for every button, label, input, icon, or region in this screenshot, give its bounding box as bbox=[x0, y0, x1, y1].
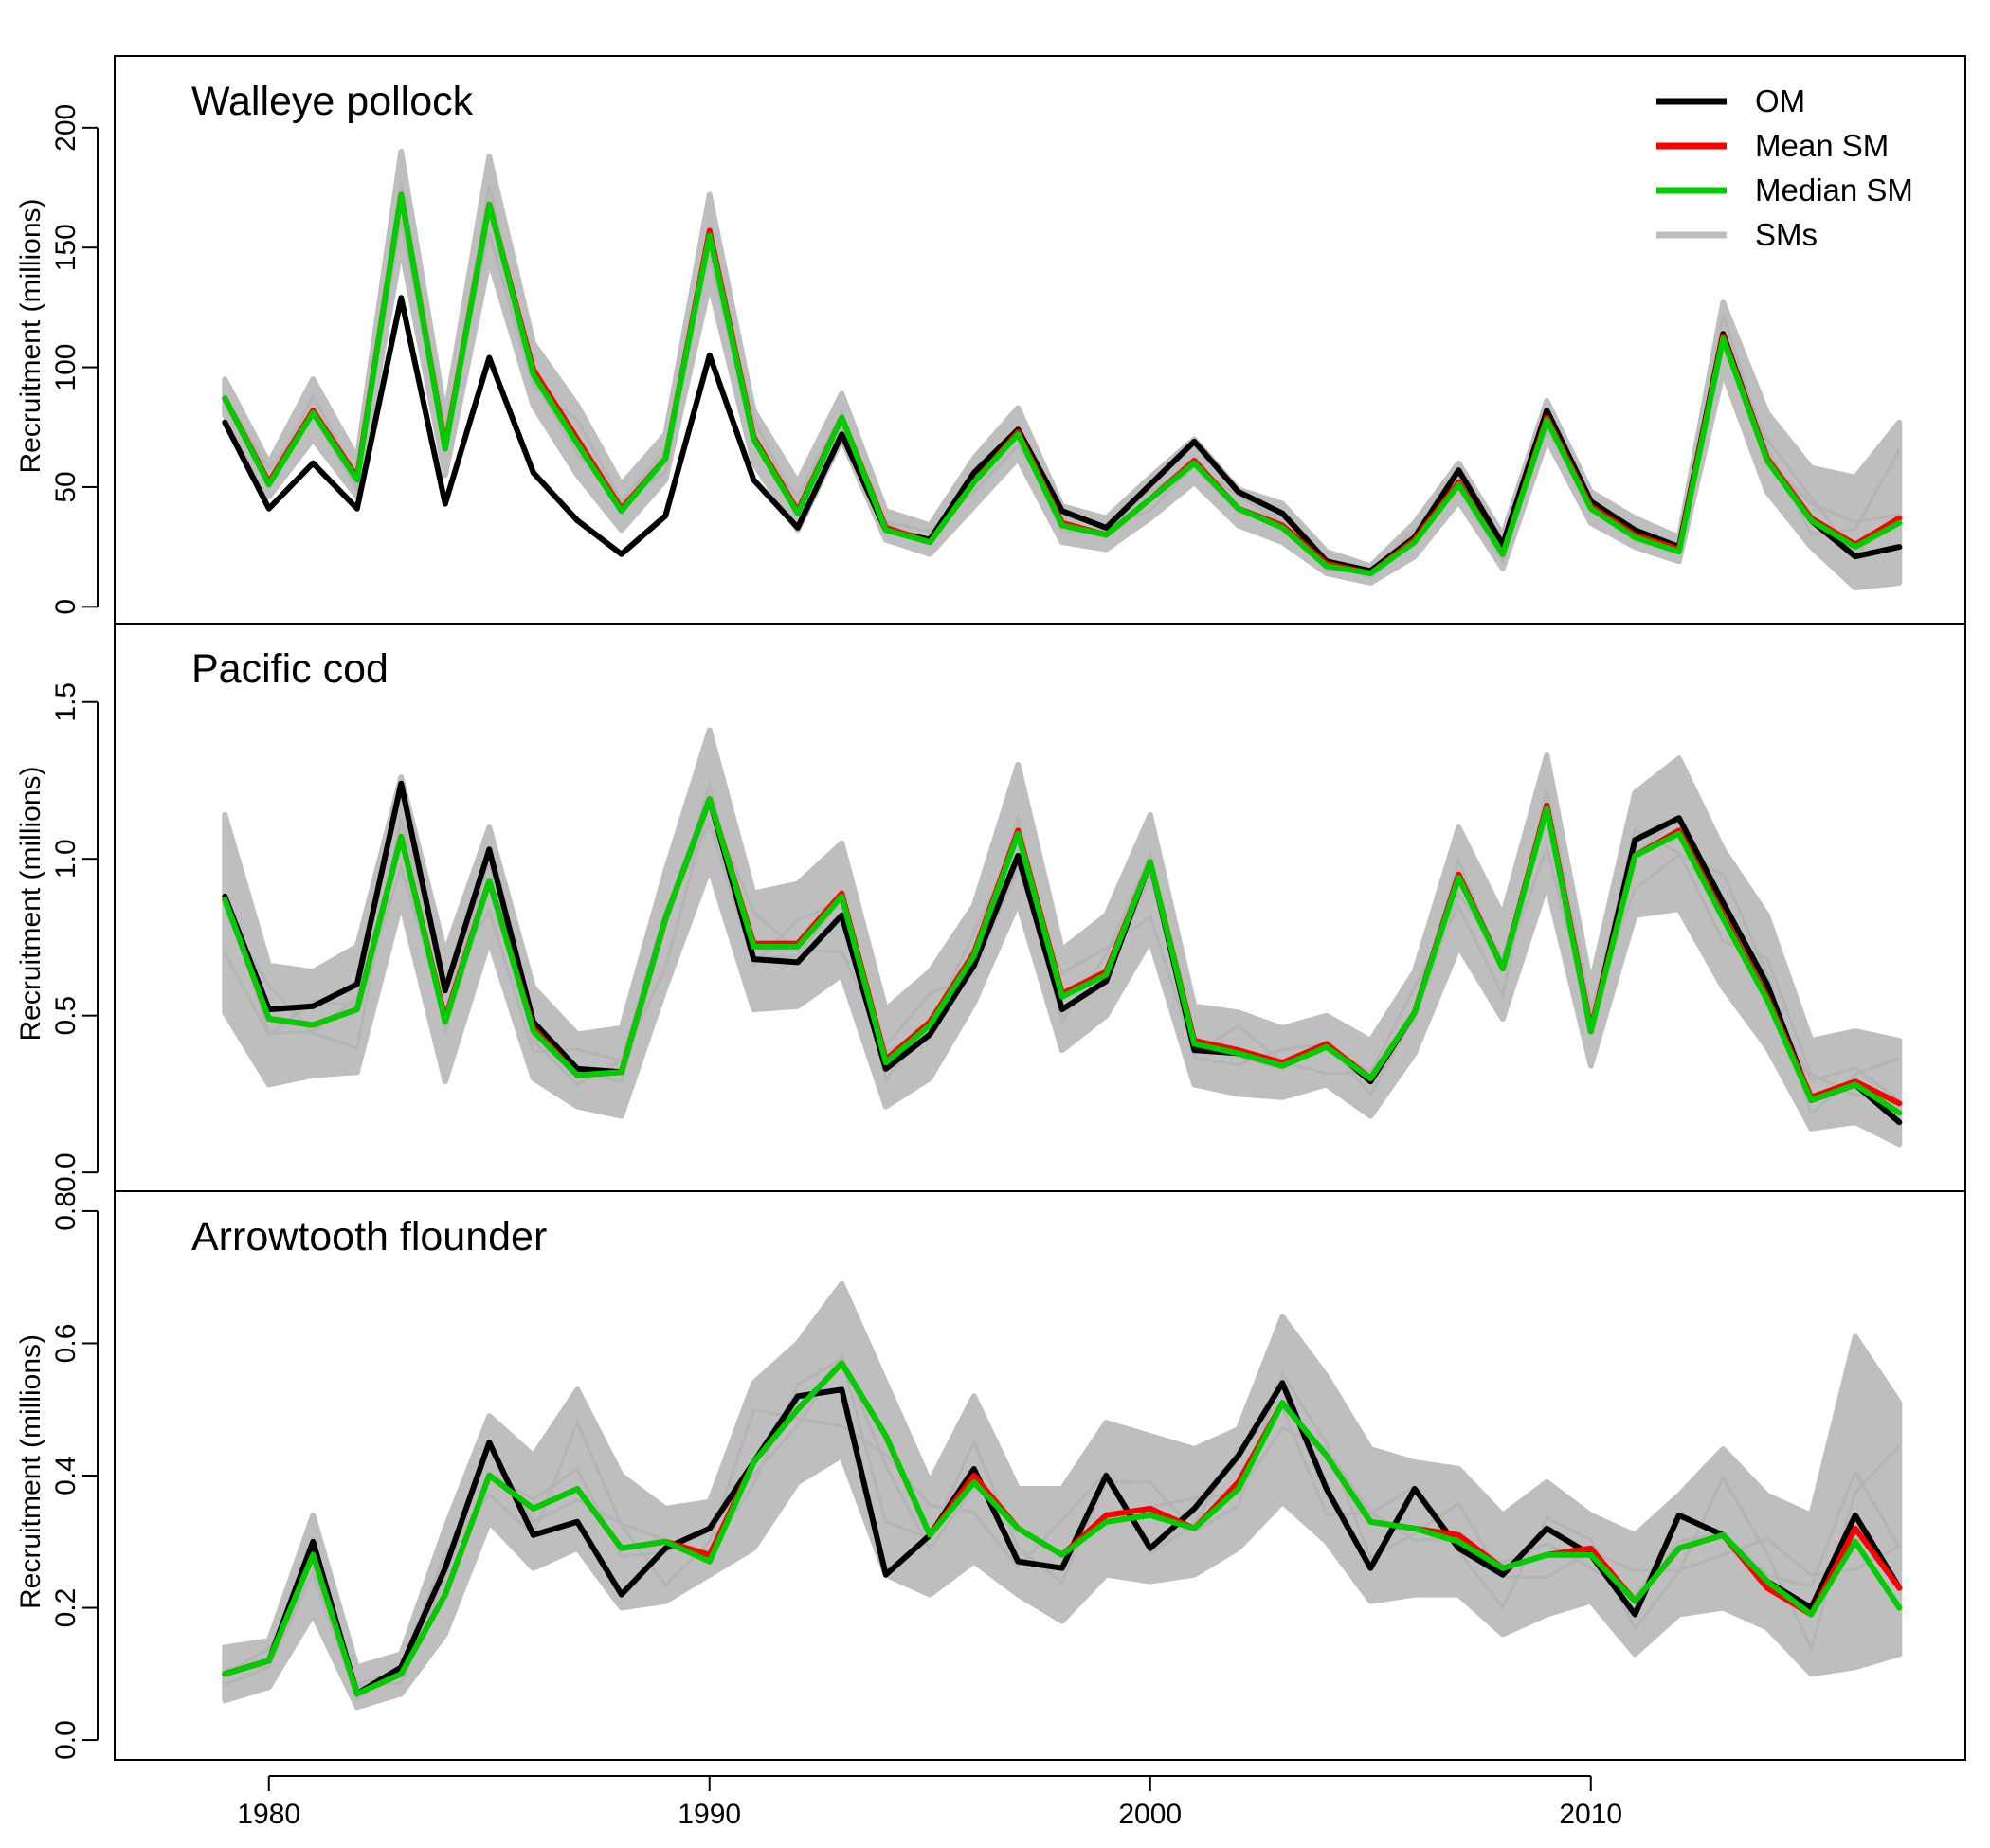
y-axis-label: Recruitment (millions) bbox=[15, 766, 46, 1041]
legend-item-om: OM bbox=[1656, 83, 1805, 118]
y-axis-label: Recruitment (millions) bbox=[15, 198, 46, 473]
y-tick-label: 0.4 bbox=[50, 1456, 81, 1495]
panel-title: Walleye pollock bbox=[191, 79, 474, 124]
series-line-median-sm bbox=[222, 796, 1903, 1116]
series-line-om bbox=[222, 1380, 1903, 1697]
y-tick-label: 0 bbox=[50, 599, 81, 615]
legend-item-median-sm: Median SM bbox=[1656, 172, 1913, 208]
plot-area bbox=[222, 1280, 1903, 1711]
chart-panel-1: 0 50 100 150 200 Recruitment (millions) Walley… bbox=[15, 55, 1966, 625]
y-tick-label: 50 bbox=[50, 471, 81, 502]
y-tick-label: 150 bbox=[50, 224, 81, 271]
plot-area bbox=[222, 727, 1903, 1148]
y-tick-label: 0.0 bbox=[50, 1720, 81, 1760]
x-tick-label: 2000 bbox=[1118, 1799, 1182, 1830]
y-axis-label: Recruitment (millions) bbox=[15, 1334, 46, 1609]
y-tick-label: 200 bbox=[50, 104, 81, 152]
chart-panel-2: 0.0 0.5 1.0 1.5 Recruitment (millions) Pacifi… bbox=[15, 623, 1966, 1192]
legend-label: OM bbox=[1755, 83, 1805, 118]
legend-label: Median SM bbox=[1755, 172, 1913, 208]
y-axis: 0 50 100 150 200 bbox=[50, 104, 99, 615]
y-tick-label: 0.2 bbox=[50, 1588, 81, 1628]
y-tick-label: 1.5 bbox=[50, 682, 81, 722]
y-tick-label: 100 bbox=[50, 344, 81, 391]
plot-area bbox=[222, 149, 1903, 591]
y-tick-label: 0.5 bbox=[50, 996, 81, 1036]
panel-title: Arrowtooth flounder bbox=[191, 1214, 547, 1259]
y-tick-label: 1.0 bbox=[50, 839, 81, 879]
series-line-median-sm bbox=[222, 1360, 1903, 1697]
legend-item-sms: SMs bbox=[1656, 217, 1818, 252]
x-tick-label: 1980 bbox=[237, 1799, 300, 1830]
x-tick-label: 2010 bbox=[1559, 1799, 1622, 1830]
sm-band bbox=[222, 727, 1903, 1148]
legend: OM Mean SM Median SM SMs bbox=[1656, 83, 1913, 252]
panel-title: Pacific cod bbox=[191, 646, 389, 692]
x-tick-label: 1990 bbox=[678, 1799, 741, 1830]
y-axis: 0.0 0.2 0.4 0.6 0.8 bbox=[50, 1191, 99, 1760]
series-line-median-sm bbox=[222, 191, 1903, 576]
legend-item-mean-sm: Mean SM bbox=[1656, 128, 1889, 163]
chart-panel-3: 0.0 0.2 0.4 0.6 0.8 Recruitment (millions) Arr… bbox=[15, 1190, 1966, 1830]
x-axis: 1980 1990 2000 2010 bbox=[237, 1775, 1622, 1830]
panel-frame bbox=[114, 1190, 1966, 1761]
series-line-om bbox=[222, 295, 1903, 574]
sm-band bbox=[222, 149, 1903, 591]
y-tick-label: 0.6 bbox=[50, 1324, 81, 1364]
y-tick-label: 0.0 bbox=[50, 1152, 81, 1192]
y-axis: 0.0 0.5 1.0 1.5 bbox=[50, 682, 99, 1192]
y-tick-label: 0.8 bbox=[50, 1191, 81, 1231]
sm-trace bbox=[224, 789, 1900, 1117]
legend-label: Mean SM bbox=[1755, 128, 1889, 163]
sm-band bbox=[222, 1280, 1903, 1711]
legend-label: SMs bbox=[1755, 217, 1818, 252]
